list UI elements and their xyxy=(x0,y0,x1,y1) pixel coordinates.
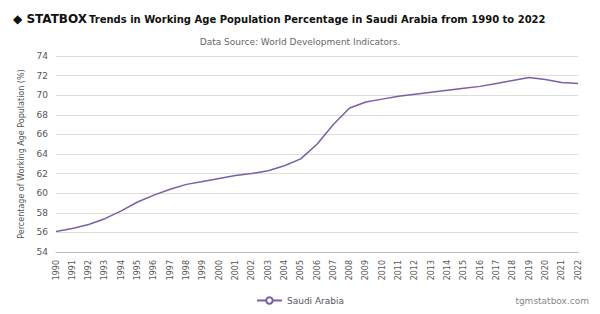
svg-text:58: 58 xyxy=(37,208,49,218)
svg-text:60: 60 xyxy=(37,188,49,198)
svg-text:68: 68 xyxy=(37,110,49,120)
svg-text:66: 66 xyxy=(37,129,49,139)
svg-text:2002: 2002 xyxy=(247,260,256,280)
svg-text:72: 72 xyxy=(37,71,48,81)
svg-text:Percentage of Working Age Popu: Percentage of Working Age Population (%) xyxy=(17,69,26,238)
svg-text:◆ STATBOX: ◆ STATBOX xyxy=(13,12,88,26)
svg-text:Trends in Working Age Populati: Trends in Working Age Population Percent… xyxy=(89,14,546,25)
svg-text:2011: 2011 xyxy=(394,260,403,280)
svg-text:2018: 2018 xyxy=(508,260,517,280)
svg-text:2008: 2008 xyxy=(345,260,354,280)
svg-text:2020: 2020 xyxy=(541,260,550,280)
svg-text:2015: 2015 xyxy=(459,260,468,280)
svg-text:2017: 2017 xyxy=(492,260,501,280)
svg-text:Saudi Arabia: Saudi Arabia xyxy=(287,296,344,306)
svg-text:54: 54 xyxy=(37,247,49,257)
svg-text:1993: 1993 xyxy=(100,260,109,280)
svg-text:2022: 2022 xyxy=(574,260,583,280)
svg-text:1994: 1994 xyxy=(117,260,126,280)
svg-text:1991: 1991 xyxy=(68,260,77,280)
svg-text:2012: 2012 xyxy=(410,260,419,280)
svg-text:Data Source: World Development: Data Source: World Development Indicator… xyxy=(200,37,401,47)
svg-text:2006: 2006 xyxy=(313,260,322,280)
svg-text:2009: 2009 xyxy=(361,260,370,280)
svg-text:2016: 2016 xyxy=(476,260,485,280)
svg-text:2000: 2000 xyxy=(215,260,224,280)
svg-text:2010: 2010 xyxy=(378,260,387,280)
svg-text:2004: 2004 xyxy=(280,260,289,280)
svg-text:2021: 2021 xyxy=(557,260,566,280)
svg-text:2019: 2019 xyxy=(525,260,534,280)
svg-text:2005: 2005 xyxy=(296,260,305,280)
svg-text:1999: 1999 xyxy=(198,260,207,280)
svg-text:1995: 1995 xyxy=(133,260,142,280)
svg-text:1998: 1998 xyxy=(182,260,191,280)
svg-text:tgmstatbox.com: tgmstatbox.com xyxy=(515,296,589,306)
svg-text:2013: 2013 xyxy=(427,260,436,280)
svg-text:1996: 1996 xyxy=(149,260,158,280)
svg-text:64: 64 xyxy=(37,149,49,159)
svg-text:56: 56 xyxy=(37,227,49,237)
svg-text:1992: 1992 xyxy=(84,260,93,280)
svg-text:2007: 2007 xyxy=(329,260,338,280)
svg-text:1997: 1997 xyxy=(166,260,175,280)
svg-text:62: 62 xyxy=(37,169,48,179)
svg-text:2014: 2014 xyxy=(443,260,452,280)
svg-text:74: 74 xyxy=(37,51,49,61)
svg-text:70: 70 xyxy=(37,90,49,100)
svg-text:2003: 2003 xyxy=(264,260,273,280)
svg-text:2001: 2001 xyxy=(231,260,240,280)
svg-text:1990: 1990 xyxy=(52,260,61,280)
